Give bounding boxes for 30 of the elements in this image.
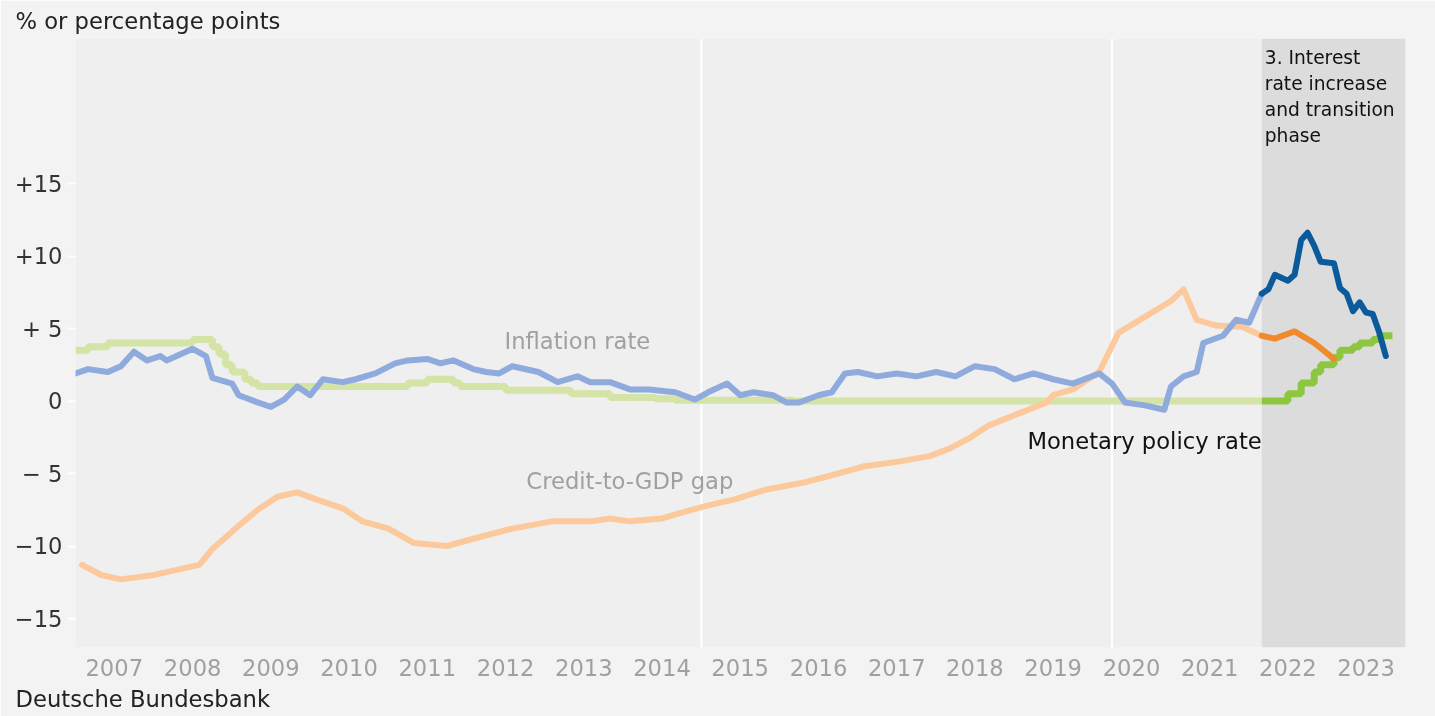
series-label: Inflation rate [504, 328, 651, 355]
y-tick-label: +15 [14, 170, 63, 197]
y-tick-label: −10 [14, 533, 63, 559]
series-label: Credit-to-GDP gap [526, 468, 734, 495]
series-label: Monetary policy rate [1027, 428, 1262, 454]
y-tick-label: 0 [48, 388, 63, 414]
x-tick-label: 2021 [1180, 654, 1239, 681]
x-tick-label: 2017 [867, 654, 926, 681]
x-tick-label: 2010 [320, 654, 378, 681]
x-tick-label: 2008 [163, 654, 222, 681]
y-tick-label: −15 [14, 605, 63, 632]
y-tick-label: +10 [14, 243, 63, 269]
x-tick-label: 2023 [1337, 654, 1395, 681]
band-label: 3. Interest rate increase and transition phase [1264, 46, 1395, 147]
text: Deutsche Bundesbank [15, 685, 271, 712]
x-tick-label: 2020 [1102, 654, 1161, 681]
x-tick-label: 2022 [1259, 654, 1317, 681]
y-tick-label: − 5 [21, 460, 63, 487]
y-tick-label: + 5 [21, 315, 63, 342]
x-tick-label: 2013 [554, 654, 613, 681]
x-tick-label: 2016 [789, 654, 848, 681]
x-tick-label: 2015 [711, 654, 770, 681]
x-tick-label: 2012 [476, 654, 535, 681]
y-axis-title: % or percentage points [15, 7, 281, 34]
x-tick-label: 2014 [633, 654, 691, 681]
x-tick-label: 2011 [398, 654, 457, 681]
x-tick-label: 2019 [1024, 654, 1082, 681]
x-tick-label: 2009 [242, 654, 300, 681]
x-tick-label: 2018 [946, 654, 1004, 681]
x-tick-label: 2007 [85, 654, 144, 681]
